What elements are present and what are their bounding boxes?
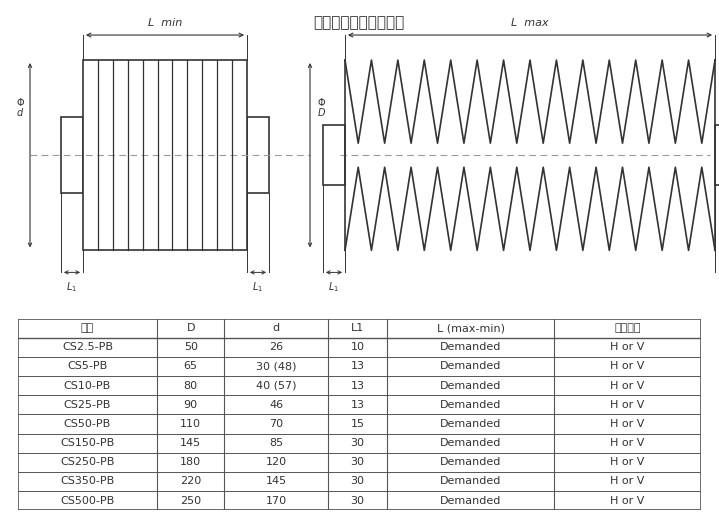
Text: H or V: H or V [610,400,645,410]
Text: L  min: L min [148,18,182,28]
Text: 40 (57): 40 (57) [256,381,296,391]
Text: 型号: 型号 [81,323,94,333]
Text: 90: 90 [183,400,198,410]
Text: H or V: H or V [610,362,645,371]
Text: D: D [318,108,326,118]
Text: H or V: H or V [610,496,645,506]
Text: CS2.5-PB: CS2.5-PB [62,342,113,352]
Text: d: d [273,323,280,333]
Text: 13: 13 [351,362,365,371]
Text: CS25-PB: CS25-PB [64,400,111,410]
Text: L (max-min): L (max-min) [436,323,505,333]
Text: L  max: L max [511,18,549,28]
Text: Φ: Φ [318,98,326,108]
Text: Φ: Φ [17,98,24,108]
Text: Demanded: Demanded [440,477,501,486]
Text: 13: 13 [351,381,365,391]
Text: H or V: H or V [610,457,645,467]
Text: H or V: H or V [610,381,645,391]
Text: $L_1$: $L_1$ [66,280,78,294]
Text: Demanded: Demanded [440,438,501,448]
Text: 70: 70 [269,419,283,429]
Text: 120: 120 [265,457,287,467]
Text: 26: 26 [269,342,283,352]
Text: 145: 145 [265,477,287,486]
Text: 30: 30 [351,438,365,448]
Bar [83,60,247,250]
Text: CS500-PB: CS500-PB [60,496,114,506]
Text: 15: 15 [351,419,365,429]
Text: CS10-PB: CS10-PB [64,381,111,391]
Text: Demanded: Demanded [440,457,501,467]
Text: 50: 50 [184,342,198,352]
Text: L1: L1 [351,323,364,333]
Bar [61,117,83,193]
Text: CS350-PB: CS350-PB [60,477,114,486]
Text: 46: 46 [269,400,283,410]
Text: 风箱式防护套规格尺寸: 风箱式防护套规格尺寸 [313,15,405,30]
Text: Demanded: Demanded [440,362,501,371]
Text: $L_1$: $L_1$ [252,280,264,294]
Text: 220: 220 [180,477,201,486]
Text: Demanded: Demanded [440,400,501,410]
Text: 170: 170 [265,496,287,506]
Text: 30: 30 [351,496,365,506]
Text: d: d [17,108,23,118]
Text: 30: 30 [351,457,365,467]
Text: 145: 145 [180,438,201,448]
Text: 30: 30 [351,477,365,486]
Text: $L_1$: $L_1$ [329,280,339,294]
Text: H or V: H or V [610,342,645,352]
Text: 65: 65 [184,362,198,371]
Text: 250: 250 [180,496,201,506]
Bar [323,125,345,185]
Text: 80: 80 [183,381,198,391]
Text: 30 (48): 30 (48) [256,362,296,371]
Bar [715,125,719,185]
Text: Demanded: Demanded [440,419,501,429]
Text: D: D [186,323,195,333]
Text: H or V: H or V [610,438,645,448]
Text: 180: 180 [180,457,201,467]
Text: H or V: H or V [610,477,645,486]
Text: H or V: H or V [610,419,645,429]
Text: CS50-PB: CS50-PB [64,419,111,429]
Text: CS5-PB: CS5-PB [68,362,108,371]
Text: 85: 85 [269,438,283,448]
Bar [247,117,269,193]
Text: CS250-PB: CS250-PB [60,457,114,467]
Text: CS150-PB: CS150-PB [60,438,114,448]
Text: Demanded: Demanded [440,342,501,352]
Text: Demanded: Demanded [440,381,501,391]
Text: 13: 13 [351,400,365,410]
Text: 安装方式: 安装方式 [614,323,641,333]
Text: Demanded: Demanded [440,496,501,506]
Text: 10: 10 [351,342,365,352]
Text: 110: 110 [180,419,201,429]
